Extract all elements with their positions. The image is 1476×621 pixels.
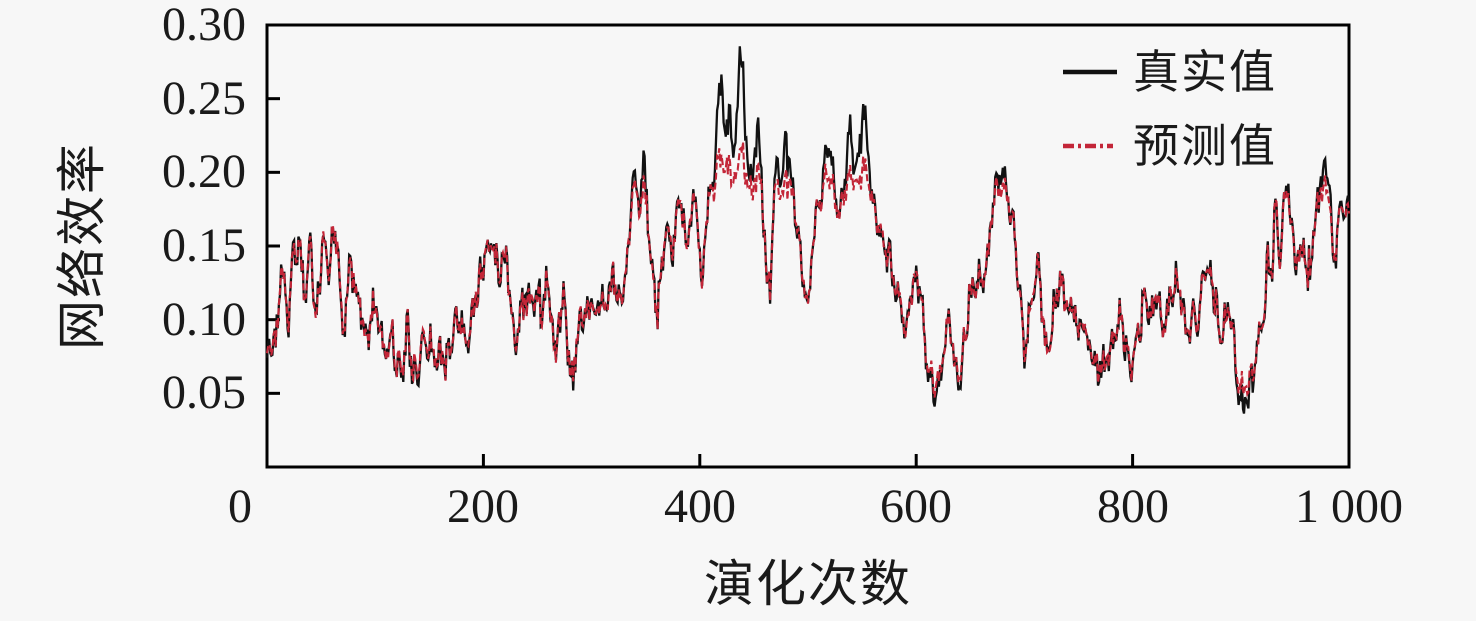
x-axis-label: 演化次数: [704, 556, 912, 612]
y-tick-label: 0.20: [162, 145, 246, 198]
x-tick-label: 200: [447, 480, 519, 533]
y-tick-label: 0.15: [162, 219, 246, 272]
legend-label-predicted: 预测值: [1133, 121, 1277, 172]
x-tick-label: 0: [228, 480, 252, 533]
y-tick-label: 0.30: [162, 0, 246, 51]
x-tick-label: 600: [880, 480, 952, 533]
y-tick-label: 0.05: [162, 366, 246, 419]
y-tick-label: 0.10: [162, 293, 246, 346]
x-tick-label: 400: [664, 480, 736, 533]
legend-label-true: 真实值: [1133, 47, 1277, 98]
y-axis-label: 网络效率: [54, 142, 110, 350]
y-tick-label: 0.25: [162, 72, 246, 125]
x-tick-label: 800: [1097, 480, 1169, 533]
predicted-value-line: [265, 141, 1351, 398]
x-tick-label: 1 000: [1295, 480, 1403, 533]
